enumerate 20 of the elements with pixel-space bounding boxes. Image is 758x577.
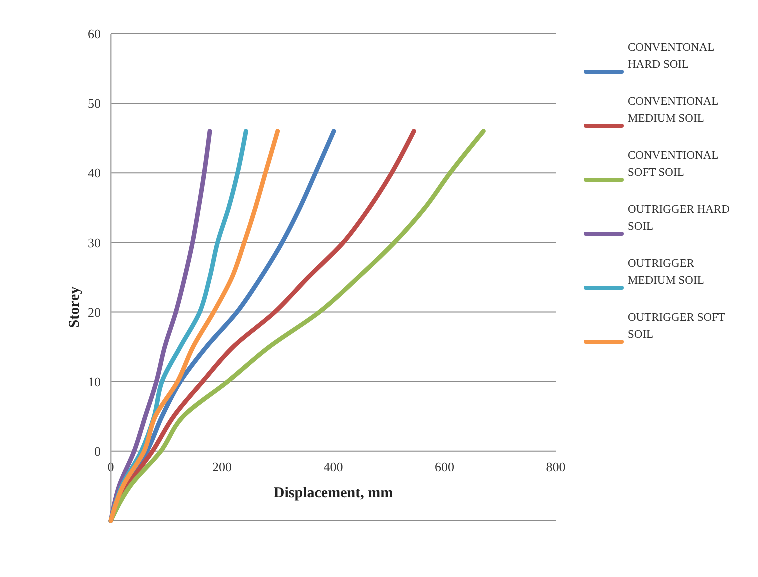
y-tick-label: 50 (88, 96, 101, 112)
y-tick-label: 20 (88, 304, 101, 320)
x-axis-title: Displacement, mm (274, 485, 394, 502)
x-tick-label: 0 (108, 459, 114, 474)
text: OUTRIGGER HARD SOIL (628, 204, 730, 233)
y-axis-title: Storey (67, 286, 83, 328)
x-tick-label: 800 (546, 459, 566, 474)
x-tick-label: 400 (324, 459, 344, 474)
text: CONVENTIONAL SOFT SOIL (628, 150, 719, 179)
text: CONVENTONAL HARD SOIL (628, 42, 715, 71)
y-tick-label: 40 (88, 166, 101, 181)
x-tick-label: 200 (212, 459, 232, 474)
x-tick-label: 600 (435, 459, 454, 474)
y-tick-label: 60 (88, 26, 101, 42)
text: OUTRIGGER MEDIUM SOIL (628, 258, 704, 287)
y-tick-label: 0 (94, 444, 101, 459)
text: OUTRIGGER SOFT SOIL (628, 312, 726, 341)
y-tick-label: 10 (88, 374, 101, 390)
text: CONVENTIONAL MEDIUM SOIL (628, 96, 719, 125)
y-tick-label: 30 (88, 235, 101, 250)
